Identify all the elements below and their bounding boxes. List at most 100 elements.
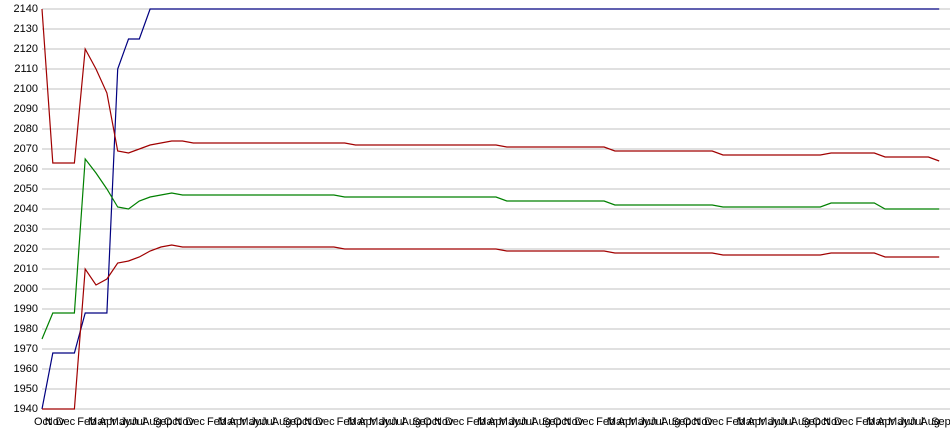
x-tick-label: Nov <box>564 416 584 428</box>
y-tick-label: 2040 <box>14 203 38 215</box>
x-tick-label: Jul <box>910 416 924 428</box>
y-tick-label: 1940 <box>14 403 38 415</box>
x-tick-label: Mar <box>477 416 496 428</box>
y-tick-label: 2110 <box>14 63 38 75</box>
x-tick-label: Mar <box>218 416 237 428</box>
x-tick-label: Apr <box>747 416 764 428</box>
x-tick-label: Jul <box>391 416 405 428</box>
x-tick-label: Apr <box>877 416 894 428</box>
y-tick-label: 2090 <box>14 103 38 115</box>
x-tick-label: Sep <box>542 416 562 428</box>
x-tick-label: Feb <box>856 416 875 428</box>
x-tick-label: Jul <box>650 416 664 428</box>
x-tick-label: Feb <box>77 416 96 428</box>
x-tick-label: Nov <box>175 416 195 428</box>
x-tick-label: Mar <box>347 416 366 428</box>
x-tick-label: Nov <box>693 416 713 428</box>
y-tick-label: 2140 <box>14 3 38 15</box>
x-tick-label: Oct <box>812 416 829 428</box>
x-tick-label: Jun <box>639 416 657 428</box>
x-tick-label: Apr <box>618 416 635 428</box>
x-tick-label: Oct <box>553 416 570 428</box>
x-tick-label: Sep <box>283 416 303 428</box>
x-tick-label: Oct <box>34 416 51 428</box>
x-tick-label: Dec <box>834 416 854 428</box>
x-tick-label: Nov <box>45 416 65 428</box>
y-tick-label: 2080 <box>14 123 38 135</box>
y-tick-label: 2070 <box>14 143 38 155</box>
x-tick-label: Sep <box>412 416 432 428</box>
x-tick-label: Aug <box>142 416 162 428</box>
x-tick-label: Apr <box>488 416 505 428</box>
x-tick-label: May <box>239 416 260 428</box>
x-tick-label: Oct <box>164 416 181 428</box>
y-tick-label: 2100 <box>14 83 38 95</box>
x-tick-label: May <box>888 416 909 428</box>
x-tick-label: May <box>110 416 131 428</box>
x-tick-label: Aug <box>661 416 681 428</box>
y-tick-label: 2120 <box>14 43 38 55</box>
x-tick-label: Aug <box>402 416 422 428</box>
x-tick-label: Aug <box>920 416 940 428</box>
series-line <box>41 157 940 340</box>
y-tick-label: 2020 <box>14 243 38 255</box>
x-tick-label: Oct <box>683 416 700 428</box>
x-tick-label: Jun <box>250 416 268 428</box>
x-tick-label: Apr <box>229 416 246 428</box>
x-tick-label: Aug <box>272 416 292 428</box>
x-tick-label: Dec <box>185 416 205 428</box>
x-tick-label: Jul <box>520 416 534 428</box>
x-tick-label: Feb <box>337 416 356 428</box>
x-tick-label: Dec <box>56 416 76 428</box>
x-tick-label: Mar <box>737 416 756 428</box>
y-tick-label: 2010 <box>14 263 38 275</box>
x-tick-label: Oct <box>423 416 440 428</box>
y-tick-label: 2030 <box>14 223 38 235</box>
x-tick-label: Aug <box>791 416 811 428</box>
x-tick-label: Dec <box>574 416 594 428</box>
x-tick-label: Jun <box>380 416 398 428</box>
x-tick-label: Dec <box>445 416 465 428</box>
x-tick-label: Dec <box>704 416 724 428</box>
x-tick-label: Mar <box>88 416 107 428</box>
x-tick-label: Nov <box>304 416 324 428</box>
x-tick-label: Dec <box>315 416 335 428</box>
x-tick-label: Sep <box>801 416 821 428</box>
y-tick-label: 1990 <box>14 303 38 315</box>
x-tick-label: May <box>758 416 779 428</box>
y-tick-label: 1980 <box>14 323 38 335</box>
x-tick-label: Jul <box>780 416 794 428</box>
x-tick-label: Apr <box>99 416 116 428</box>
x-tick-label: May <box>369 416 390 428</box>
x-tick-label: May <box>629 416 650 428</box>
x-tick-label: Feb <box>726 416 745 428</box>
x-tick-label: Jul <box>261 416 275 428</box>
x-tick-label: Apr <box>358 416 375 428</box>
x-tick-label: Sep <box>672 416 692 428</box>
y-tick-label: 2050 <box>14 183 38 195</box>
series-line <box>41 8 940 410</box>
series-line <box>42 244 940 410</box>
x-tick-label: Sep <box>153 416 173 428</box>
x-tick-label: Jul <box>131 416 145 428</box>
y-tick-label: 1950 <box>14 383 38 395</box>
x-tick-label: Jun <box>120 416 138 428</box>
x-tick-label: Feb <box>466 416 485 428</box>
x-tick-label: Sep <box>931 416 950 428</box>
x-tick-label: Nov <box>434 416 454 428</box>
x-tick-label: Feb <box>207 416 226 428</box>
y-tick-label: 1970 <box>14 343 38 355</box>
x-tick-label: Jun <box>769 416 787 428</box>
x-tick-label: Jun <box>899 416 917 428</box>
series-line <box>41 8 940 164</box>
x-tick-label: Mar <box>866 416 885 428</box>
x-tick-label: Nov <box>823 416 843 428</box>
x-tick-label: Mar <box>607 416 626 428</box>
y-tick-label: 2130 <box>14 23 38 35</box>
x-tick-label: Jun <box>510 416 528 428</box>
x-tick-label: Feb <box>596 416 615 428</box>
y-tick-label: 2000 <box>14 283 38 295</box>
x-tick-label: Aug <box>531 416 551 428</box>
x-tick-label: Oct <box>293 416 310 428</box>
